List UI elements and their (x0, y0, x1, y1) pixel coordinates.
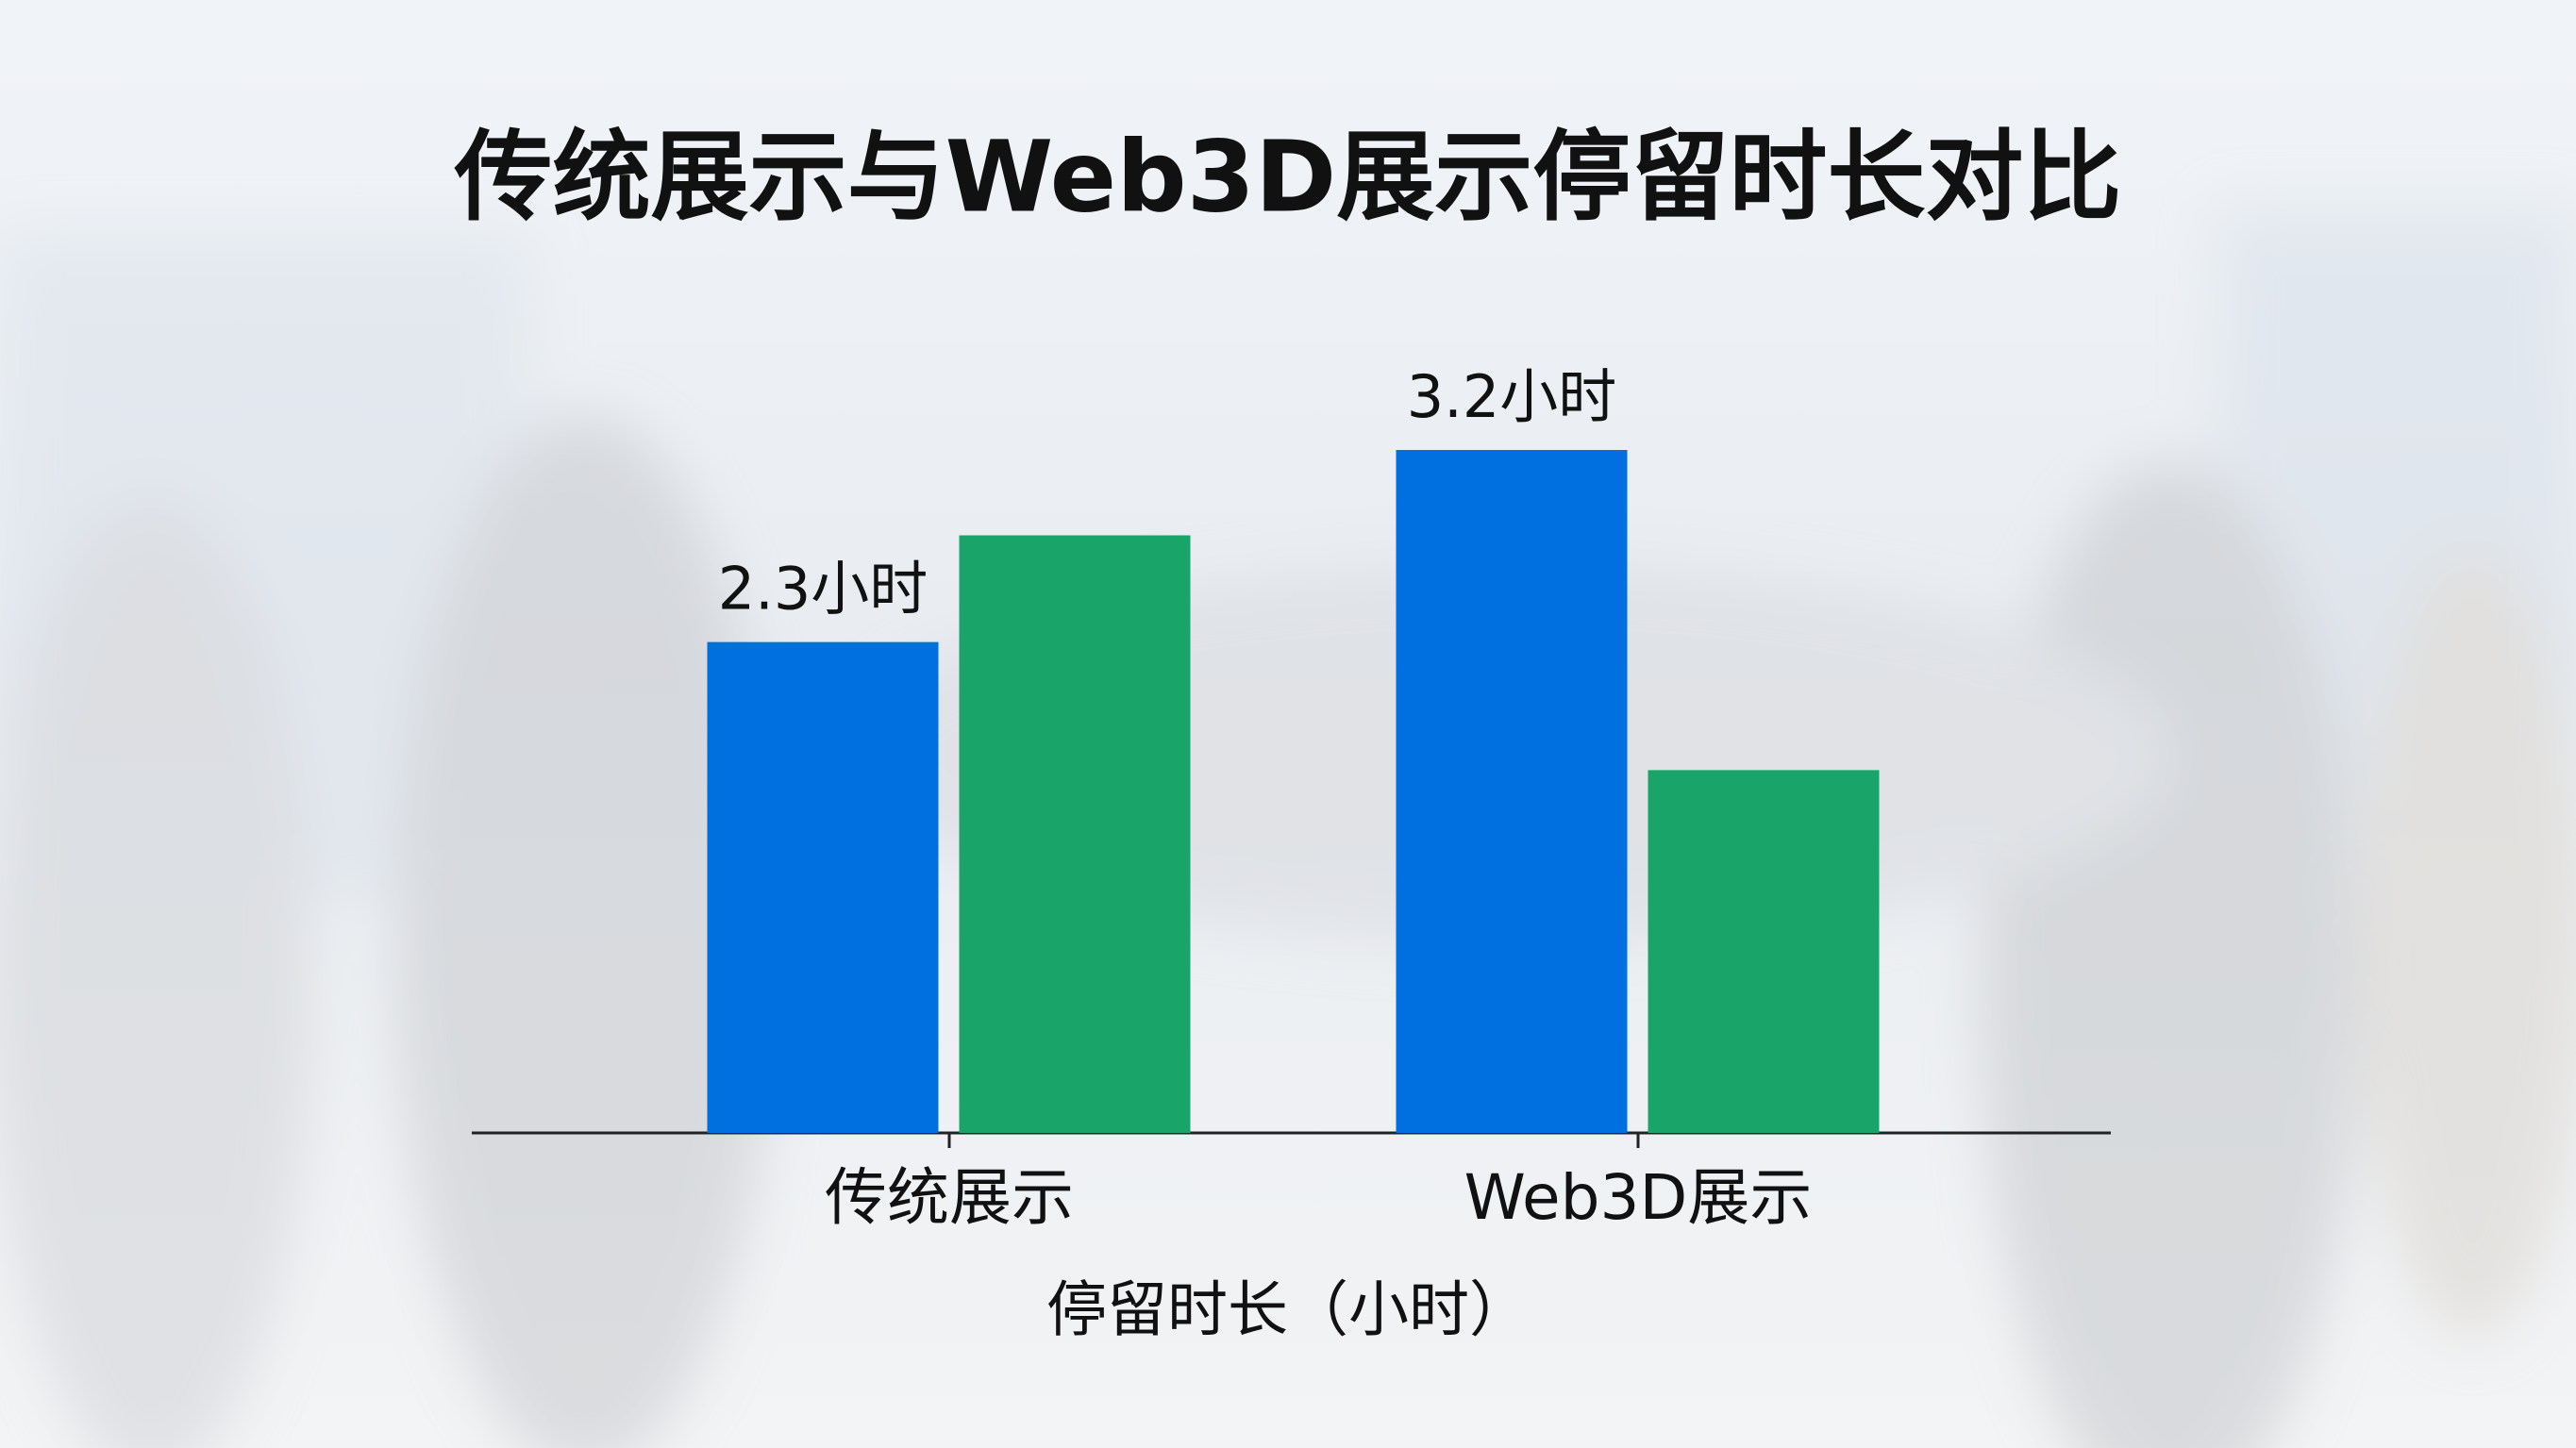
data-label: 3.2小时 (1407, 362, 1617, 431)
background-photo (0, 208, 2576, 1448)
chart-title: 传统展示与Web3D展示停留时长对比 (454, 119, 2122, 234)
bar (707, 641, 939, 1133)
bar (959, 535, 1191, 1133)
bar (1648, 770, 1880, 1133)
x-tick-label: Web3D展示 (1464, 1161, 1813, 1234)
x-tick-label: 传统展示 (825, 1161, 1074, 1234)
x-axis-label: 停留时长（小时） (1046, 1276, 1530, 1346)
bar (1396, 450, 1628, 1133)
data-label: 2.3小时 (718, 555, 928, 624)
